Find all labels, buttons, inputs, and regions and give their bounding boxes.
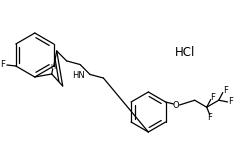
- Text: F: F: [228, 97, 233, 106]
- Text: F: F: [0, 59, 5, 69]
- Text: HN: HN: [72, 71, 85, 80]
- Text: F: F: [210, 93, 215, 102]
- Text: O: O: [172, 100, 179, 110]
- Text: F: F: [223, 86, 228, 95]
- Text: HCl: HCl: [175, 45, 195, 58]
- Text: F: F: [207, 113, 212, 122]
- Text: H: H: [50, 64, 55, 70]
